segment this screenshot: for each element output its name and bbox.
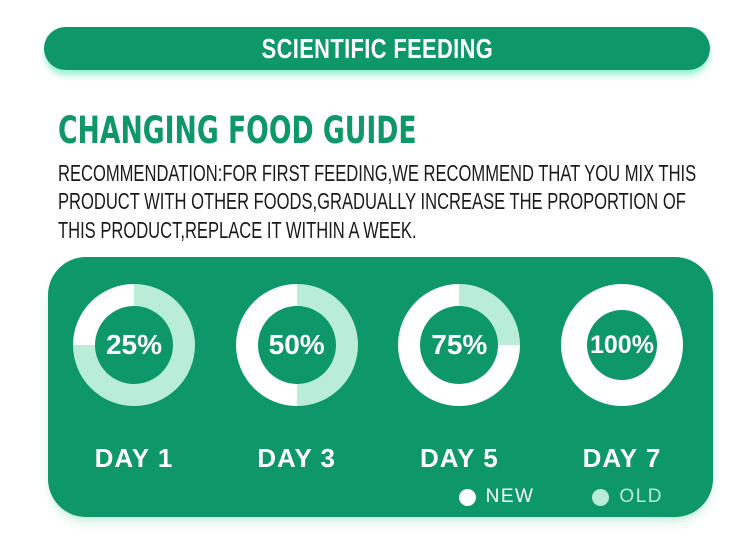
legend-item-new: NEW [458,486,535,508]
donut-hole: 25% [95,306,173,384]
donut-ring: 75% [398,284,521,406]
banner-title: SCIENTIFIC FEEDING [261,32,493,64]
donut-chart-row: 25% DAY 1 50% DAY 3 75% [48,284,713,474]
donut-percent-label: 100% [589,330,654,359]
feeding-chart-panel: 25% DAY 1 50% DAY 3 75% [48,257,713,517]
section-description: RECOMMENDATION:FOR FIRST FEEDING,WE RECO… [58,159,750,244]
donut-ring: 100% [560,284,683,406]
donut-hole: 100% [586,310,657,380]
day-label: DAY 5 [419,443,499,473]
day-label: DAY 1 [94,443,174,473]
chart-legend: NEW OLD [458,486,663,508]
donut-hole: 50% [257,306,336,384]
donut-percent-label: 50% [268,329,325,360]
donut-percent-label: 25% [105,329,163,360]
day-label: DAY 7 [582,443,662,473]
banner-pill: SCIENTIFIC FEEDING [44,27,710,70]
legend-old-dot [592,488,610,506]
donut-chart-day-7: 100% DAY 7 [560,284,683,474]
donut-percent-label: 75% [431,329,488,360]
donut-ring: 25% [73,284,195,406]
legend-label-old: OLD [619,486,663,507]
donut-chart-day-5: 75% DAY 5 [398,284,521,474]
legend-label-new: NEW [485,486,535,507]
description-line: PRODUCT WITH OTHER FOODS,GRADUALLY INCRE… [58,188,686,215]
description-line: THIS PRODUCT,REPLACE IT WITHIN A WEEK. [58,216,417,243]
description-line: RECOMMENDATION:FOR FIRST FEEDING,WE RECO… [58,160,697,186]
legend-new-dot [458,488,476,506]
donut-chart-day-1: 25% DAY 1 [73,284,195,474]
donut-hole: 75% [420,306,499,384]
donut-chart-day-3: 50% DAY 3 [235,284,358,474]
legend-item-old: OLD [592,486,663,508]
donut-ring: 50% [235,284,358,406]
section-title: CHANGING FOOD GUIDE [58,109,417,152]
day-label: DAY 3 [257,443,337,473]
